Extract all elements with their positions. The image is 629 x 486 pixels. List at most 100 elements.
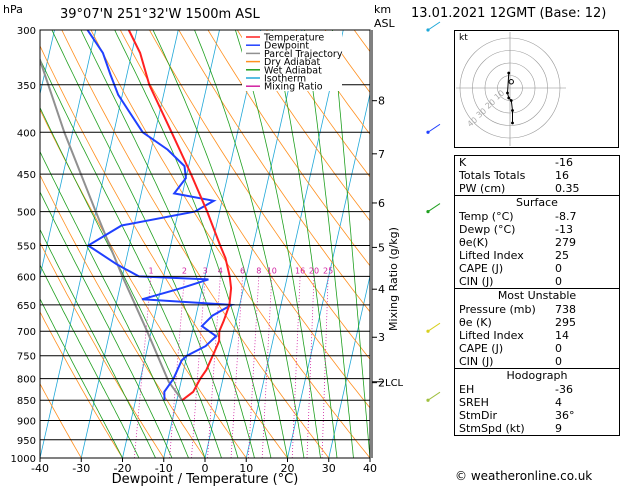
row-label: Temp (°C) bbox=[459, 210, 514, 223]
row-value: -13 bbox=[555, 223, 573, 236]
pressure-tick-label: 950 bbox=[17, 436, 36, 447]
km-tick-label: 2 bbox=[378, 377, 385, 390]
row-label: CAPE (J) bbox=[459, 262, 504, 275]
wind-barb bbox=[427, 322, 441, 332]
isotherm-line bbox=[204, 30, 303, 458]
wind-barb-dot bbox=[426, 130, 430, 134]
wind-barb bbox=[427, 123, 441, 133]
isotherm-line bbox=[0, 30, 13, 458]
legend-entry: Mixing Ratio bbox=[264, 82, 323, 93]
row-label: PW (cm) bbox=[459, 182, 506, 195]
table-row: EH -36 bbox=[455, 383, 619, 396]
dry-adiabat-line bbox=[236, 30, 370, 222]
asl-label: ASL bbox=[374, 17, 396, 30]
table-row: CIN (J) 0 bbox=[455, 275, 619, 288]
mixing-ratio-label: 25 bbox=[323, 266, 333, 275]
pressure-tick-label: 750 bbox=[17, 352, 36, 363]
mixing-ratio-axis-label: Mixing Ratio (g/kg) bbox=[387, 227, 400, 331]
km-tick-label: 4 bbox=[378, 283, 385, 296]
row-value: 4 bbox=[555, 396, 562, 409]
wind-barb-dot bbox=[426, 209, 430, 214]
mixing-ratio-label: 2 bbox=[182, 266, 187, 275]
row-label: EH bbox=[459, 383, 475, 396]
legend-entry: Parcel Trajectory bbox=[264, 49, 343, 60]
row-label: Dewp (°C) bbox=[459, 223, 516, 236]
hodograph-frame bbox=[454, 30, 619, 148]
hodograph-trace bbox=[506, 72, 513, 123]
mixing-ratio-label: 6 bbox=[240, 266, 245, 275]
temperature-tick-label: 30 bbox=[322, 462, 336, 475]
mixing-ratio-line bbox=[247, 276, 260, 458]
km-tick-label: 3 bbox=[378, 331, 385, 344]
hpa-label: hPa bbox=[3, 3, 23, 16]
pressure-tick-label: 450 bbox=[17, 170, 36, 181]
dry-adiabat-line bbox=[442, 30, 452, 458]
table-row: Temp (°C) -8.7 bbox=[455, 210, 619, 223]
row-label: θe(K) bbox=[459, 236, 489, 249]
mixing-ratio-line bbox=[230, 276, 243, 458]
legend-entry: Dewpoint bbox=[264, 41, 309, 52]
isotherm-line bbox=[122, 30, 220, 458]
table-row: Pressure (mb) 738 bbox=[455, 303, 619, 316]
indices-panel: K -16 Totals Totals 16 PW (cm) 0.35 Surface T… bbox=[454, 155, 620, 436]
row-value: 0 bbox=[555, 262, 562, 275]
mixing-ratio-line bbox=[291, 276, 301, 458]
wind-barb bbox=[427, 391, 441, 401]
km-tick-label: 7 bbox=[378, 148, 385, 161]
row-label: StmDir bbox=[459, 409, 498, 422]
wet-adiabat-line bbox=[80, 30, 255, 458]
km-label: km bbox=[374, 3, 391, 16]
row-label: SREH bbox=[459, 396, 489, 409]
row-label: StmSpd (kt) bbox=[459, 422, 525, 435]
row-label: CAPE (J) bbox=[459, 342, 504, 355]
row-label: Pressure (mb) bbox=[459, 303, 536, 316]
mixing-ratio-line bbox=[169, 276, 185, 458]
pressure-tick-label: 900 bbox=[17, 417, 36, 428]
isotherm-line bbox=[40, 30, 138, 458]
legend-entry: Temperature bbox=[263, 33, 324, 44]
dry-adiabat-line bbox=[266, 30, 370, 178]
row-label: CIN (J) bbox=[459, 355, 494, 368]
isotherm-line bbox=[40, 30, 97, 278]
table-row: K -16 bbox=[455, 156, 619, 169]
pressure-tick-label: 550 bbox=[17, 241, 36, 252]
wet-adiabat-line bbox=[114, 30, 272, 458]
wind-barb-dot bbox=[426, 398, 430, 402]
row-value: -16 bbox=[555, 156, 573, 169]
skewt-chart: 3003504004505005506006507007508008509009… bbox=[0, 3, 452, 486]
row-value: 0 bbox=[555, 342, 562, 355]
table-row: PW (cm) 0.35 bbox=[455, 182, 619, 195]
dry-adiabat-line bbox=[90, 30, 370, 458]
isotherm-line bbox=[163, 30, 262, 458]
table-row: Dewp (°C) -13 bbox=[455, 223, 619, 236]
legend-entry: Wet Adiabat bbox=[264, 65, 322, 76]
dry-adiabat-line bbox=[40, 382, 82, 458]
table-row: θe (K) 295 bbox=[455, 316, 619, 329]
mixing-ratio-line bbox=[306, 276, 315, 458]
temperature-tick-label: -10 bbox=[155, 462, 173, 475]
location-title: 39°07'N 251°32'W 1500m ASL bbox=[60, 7, 260, 22]
row-value: 36° bbox=[555, 409, 575, 422]
isotherm-line bbox=[328, 274, 370, 458]
hodograph-table-title: Hodograph bbox=[506, 369, 568, 382]
legend-entry: Dry Adiabat bbox=[264, 57, 321, 68]
pressure-tick-label: 300 bbox=[17, 26, 36, 37]
wet-adiabat-line bbox=[272, 30, 338, 458]
dewpoint-line bbox=[86, 30, 235, 401]
mixing-ratio-label: 3 bbox=[203, 266, 208, 275]
table-row: θe(K) 279 bbox=[455, 236, 619, 249]
pressure-tick-label: 350 bbox=[17, 81, 36, 92]
pressure-tick-label: 1000 bbox=[11, 454, 36, 465]
km-tick-label: 8 bbox=[378, 95, 385, 108]
hodograph-point bbox=[511, 121, 514, 125]
lcl-label: LCL bbox=[385, 378, 404, 389]
row-label: Lifted Index bbox=[459, 249, 524, 262]
row-label: Totals Totals bbox=[459, 169, 526, 182]
hodograph-point bbox=[511, 109, 514, 112]
table-row: Totals Totals 16 bbox=[455, 169, 619, 182]
temperature-tick-label: 20 bbox=[281, 462, 295, 475]
row-value: 0 bbox=[555, 275, 562, 288]
row-label: CIN (J) bbox=[459, 275, 494, 288]
table-row: CIN (J) 0 bbox=[455, 355, 619, 368]
